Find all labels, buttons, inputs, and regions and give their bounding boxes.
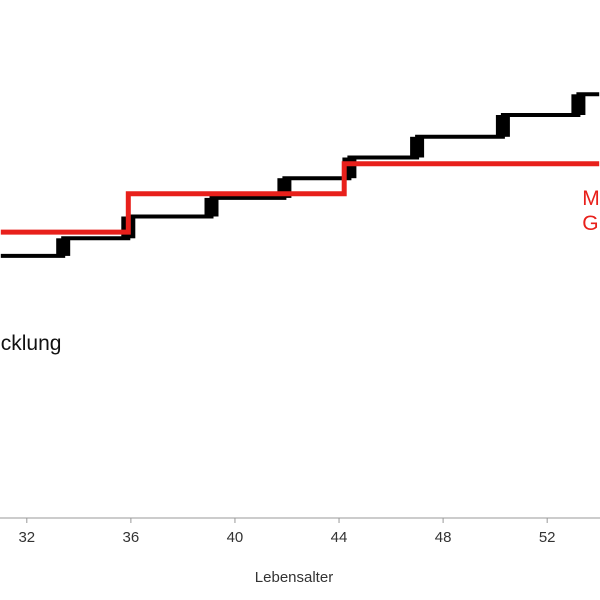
step-riser [410, 136, 425, 158]
x-axis-title: Lebensalter [255, 569, 333, 586]
step-riser [56, 238, 71, 256]
x-tick-label: 44 [331, 529, 348, 546]
step-riser [204, 197, 219, 217]
x-tick-label: 40 [227, 529, 244, 546]
step-riser [571, 94, 586, 115]
x-tick-label: 36 [123, 529, 140, 546]
x-tick-label: 52 [539, 529, 556, 546]
annotation-red-2: G [582, 212, 598, 235]
x-tick-label: 48 [435, 529, 452, 546]
annotation-red-1: M [582, 187, 600, 210]
annotations: cklung MG [1, 187, 600, 355]
step-riser [495, 115, 510, 137]
series-layer [0, 92, 600, 258]
series-line-red [0, 161, 600, 235]
series-line-black [0, 92, 600, 258]
x-tick-label: 32 [18, 529, 35, 546]
annotation-black-0: cklung [1, 332, 62, 355]
x-ticks: 32 36 40 44 48 52 [18, 518, 556, 546]
